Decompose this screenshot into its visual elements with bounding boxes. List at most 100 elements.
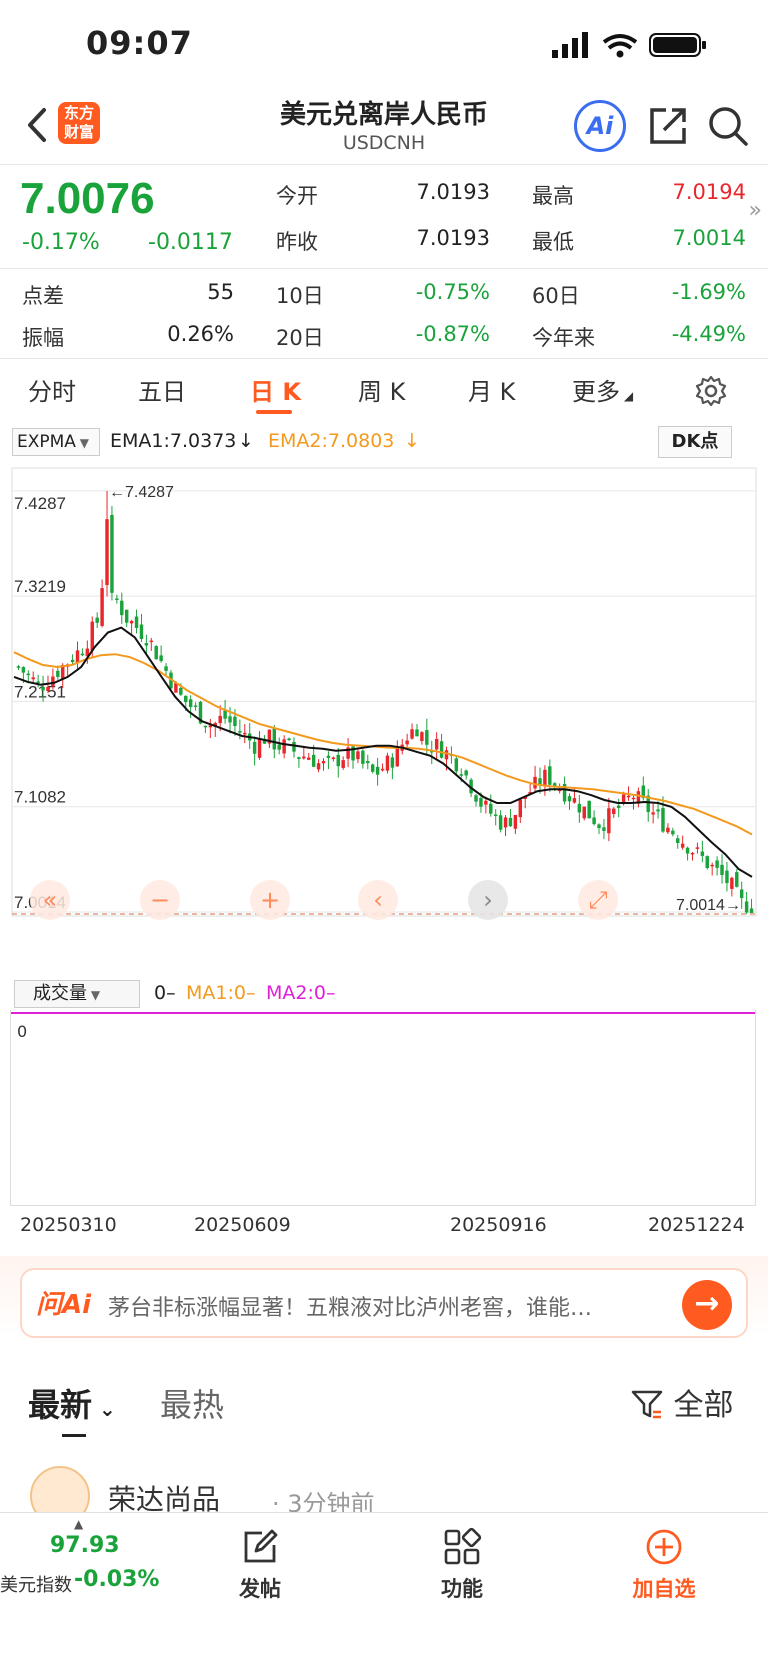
feed-tab-latest[interactable]: 最新 ⌄ <box>28 1380 116 1426</box>
candle-body <box>262 738 267 744</box>
candle-body <box>46 686 50 691</box>
page-symbol: USDCNH <box>342 132 426 154</box>
candle-body <box>326 755 331 758</box>
post-author[interactable]: 荣达尚品 <box>108 1483 221 1516</box>
ai-button[interactable]: Ai <box>574 100 626 152</box>
candle-body <box>685 847 690 854</box>
kline-chart[interactable]: 7.42877.32197.21517.10827.0014←7.42877.0… <box>0 460 768 980</box>
candle-body <box>100 588 104 626</box>
candle-body <box>543 769 547 787</box>
candle-body <box>370 764 375 772</box>
pan-left-icon[interactable] <box>358 880 398 920</box>
candle-body <box>90 621 94 651</box>
prev-close-value: 7.0193 <box>416 226 490 250</box>
candle-body <box>351 746 355 761</box>
open-label: 今开 <box>276 184 318 208</box>
zoom-out-far-icon[interactable] <box>30 880 70 920</box>
candle-body <box>331 757 336 760</box>
more-quote-icon[interactable]: » <box>748 198 762 223</box>
fullscreen-icon-glyph: ⤢ <box>588 886 607 914</box>
candle-body <box>484 800 488 805</box>
candle-body <box>21 667 26 673</box>
high-value: 7.0194 <box>672 180 746 204</box>
zoom-in-icon-glyph: + <box>260 886 280 914</box>
kline-svg[interactable]: 7.42877.32197.21517.10827.0014←7.42877.0… <box>0 460 768 980</box>
d10-label: 10日 <box>276 284 324 308</box>
candle-body <box>139 624 144 639</box>
dk-point-button[interactable]: DK点 <box>658 426 732 458</box>
tab-functions-label: 功能 <box>441 1577 483 1601</box>
candle-body <box>666 827 670 833</box>
amplitude-label: 振幅 <box>22 326 64 350</box>
candle-body <box>739 889 744 899</box>
zoom-out-icon[interactable] <box>140 880 180 920</box>
logo-text-2: 财富 <box>63 123 94 141</box>
candle-body <box>503 817 508 828</box>
logo-text-1: 东方 <box>63 104 94 122</box>
tab-intraday[interactable]: 分时 <box>28 378 76 406</box>
candle-body <box>592 817 596 825</box>
candle-body <box>292 742 296 752</box>
candle-body <box>587 800 591 819</box>
candle-body <box>548 766 552 785</box>
volume-chart[interactable]: 0 <box>10 1010 756 1206</box>
change-value: -0.0117 <box>148 230 233 255</box>
feed-tab-hot[interactable]: 最热 <box>160 1386 225 1424</box>
candle-body <box>680 843 685 848</box>
tab-functions[interactable]: 功能 <box>402 1519 522 1609</box>
tab-add-watchlist[interactable]: 加自选 <box>604 1519 724 1609</box>
app-logo[interactable]: 东方 财富 <box>58 102 100 144</box>
back-icon[interactable] <box>18 100 58 150</box>
candle-body <box>238 731 242 733</box>
pan-left-icon-glyph: ‹ <box>373 886 383 914</box>
candle-body <box>51 676 55 687</box>
candle-body <box>272 727 277 750</box>
candle-body <box>602 827 606 831</box>
status-bar: 09:07 <box>0 0 768 90</box>
candle-body <box>656 809 660 812</box>
tab-more-label: 更多 <box>572 378 620 406</box>
zoom-in-icon[interactable] <box>250 880 290 920</box>
nav-bar: 东方 财富 美元兑离岸人民币 USDCNH Ai <box>0 90 768 164</box>
indicator-select[interactable]: EXPMA ▼ <box>12 428 100 456</box>
dropdown-icon: ▼ <box>87 988 101 1002</box>
candle-body <box>179 687 183 695</box>
tab-daily-k[interactable]: 日 K <box>250 378 301 406</box>
dollar-index-change[interactable]: -0.03% <box>74 1567 160 1592</box>
candle-body <box>469 779 473 794</box>
fullscreen-icon[interactable] <box>578 880 618 920</box>
pan-right-icon[interactable] <box>468 880 508 920</box>
dollar-index-name[interactable]: 美元指数 <box>0 1575 72 1596</box>
candle-body <box>493 814 498 816</box>
feed-filter[interactable]: 全部 <box>630 1380 734 1424</box>
candle-body <box>725 870 729 884</box>
caret-up-icon: ▲ <box>74 1517 84 1531</box>
volume-select[interactable]: 成交量 ▼ <box>14 980 140 1008</box>
candle-body <box>695 847 700 849</box>
candle-body <box>70 659 75 663</box>
candle-body <box>120 600 124 616</box>
settings-gear-icon[interactable] <box>694 374 728 408</box>
candle-body <box>676 838 680 843</box>
dollar-index-value[interactable]: 97.93 <box>50 1533 120 1558</box>
ai-ask-bar[interactable]: 问Ai 茅台非标涨幅显著！五粮液对比泸州老窖，谁能… → <box>20 1268 748 1338</box>
search-icon[interactable] <box>706 104 750 148</box>
tab-weekly-k[interactable]: 周 K <box>358 378 406 406</box>
ema1-line <box>13 626 753 878</box>
tab-post[interactable]: 发帖 <box>200 1519 320 1609</box>
tab-more[interactable]: 更多 ◢ <box>572 372 633 407</box>
candle-body <box>479 797 483 807</box>
ai-prompt-text[interactable]: 茅台非标涨幅显著！五粮液对比泸州老窖，谁能… <box>108 1296 593 1321</box>
share-icon[interactable] <box>646 104 690 148</box>
candle-body <box>597 824 601 829</box>
ai-send-button[interactable]: → <box>682 1280 732 1330</box>
candle-body <box>129 620 134 624</box>
ema2-readout: EMA2:7.0803 <box>268 430 395 452</box>
candle-body <box>85 648 90 657</box>
candle-body <box>434 738 439 750</box>
tab-five-day[interactable]: 五日 <box>138 378 186 406</box>
tab-monthly-k[interactable]: 月 K <box>468 378 516 406</box>
candle-body <box>749 908 754 913</box>
candle-body <box>282 739 286 754</box>
candle-body <box>198 701 203 724</box>
